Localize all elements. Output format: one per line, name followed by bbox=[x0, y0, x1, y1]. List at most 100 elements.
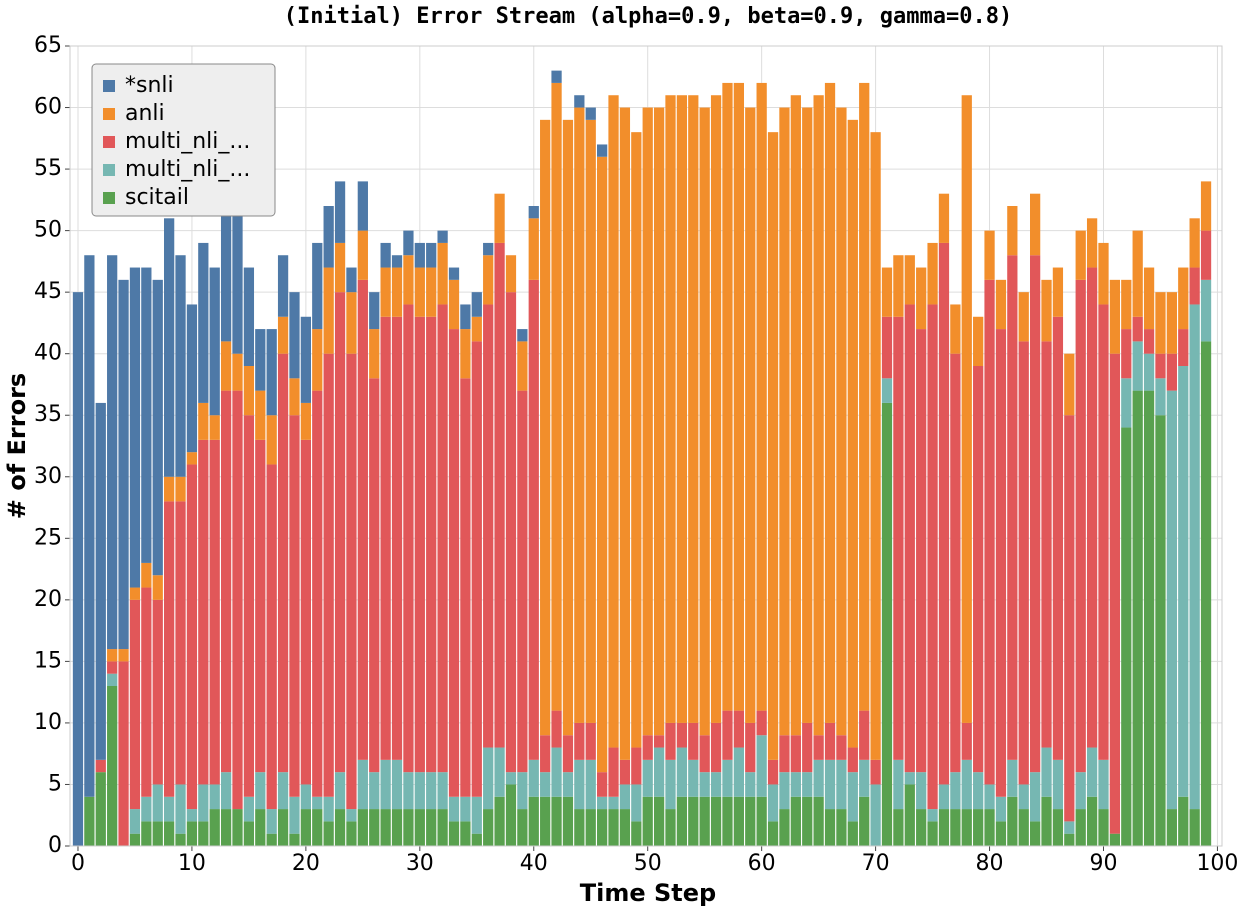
bar-segment bbox=[665, 95, 676, 723]
bar-segment bbox=[426, 316, 437, 773]
bar-segment bbox=[334, 242, 346, 293]
bar-segment bbox=[802, 772, 813, 797]
bar-segment bbox=[653, 735, 665, 748]
bar-segment bbox=[859, 82, 870, 711]
bar-segment bbox=[767, 132, 779, 760]
bar-segment bbox=[107, 649, 118, 662]
bar-segment bbox=[1166, 809, 1177, 846]
bar-segment bbox=[642, 796, 653, 846]
bar-segment bbox=[312, 390, 323, 797]
bar-segment bbox=[1007, 206, 1018, 256]
bar-segment bbox=[232, 206, 243, 354]
bar-segment bbox=[152, 599, 163, 785]
bar-segment bbox=[836, 735, 847, 760]
bar-segment bbox=[608, 747, 619, 797]
bar-segment bbox=[631, 132, 642, 748]
bar-segment bbox=[722, 82, 733, 711]
bar-segment bbox=[346, 267, 357, 293]
bar-segment bbox=[540, 796, 551, 846]
bar-segment bbox=[1109, 279, 1121, 354]
bar-segment bbox=[494, 747, 505, 797]
bar-segment bbox=[836, 759, 847, 810]
bar-segment bbox=[1132, 316, 1143, 342]
bar-segment bbox=[1143, 390, 1155, 846]
bar-segment bbox=[665, 809, 676, 846]
bar-segment bbox=[141, 587, 152, 797]
bar-segment bbox=[745, 722, 756, 773]
x-tick-label: 80 bbox=[976, 851, 1004, 876]
bar-segment bbox=[1178, 267, 1189, 330]
legend-label: multi_nli_... bbox=[125, 129, 250, 154]
legend-label: scitail bbox=[125, 185, 189, 210]
bar-segment bbox=[403, 304, 414, 773]
bar-segment bbox=[1086, 218, 1098, 268]
bar-segment bbox=[699, 735, 710, 773]
bar-segment bbox=[95, 759, 106, 773]
bar-segment bbox=[346, 809, 357, 822]
chart-title: (Initial) Error Stream (alpha=0.9, beta=… bbox=[284, 4, 1012, 29]
bar-segment bbox=[483, 255, 494, 305]
bar-segment bbox=[1178, 366, 1189, 797]
bar-segment bbox=[220, 809, 232, 846]
bar-segment bbox=[608, 95, 619, 748]
x-tick-label: 0 bbox=[71, 851, 85, 876]
bar-segment bbox=[733, 82, 744, 711]
bar-segment bbox=[448, 821, 460, 846]
bar-segment bbox=[505, 292, 517, 773]
bar-segment bbox=[232, 390, 243, 810]
bar-segment bbox=[1052, 316, 1064, 760]
bar-segment bbox=[505, 772, 517, 785]
bar-segment bbox=[391, 255, 403, 268]
bar-segment bbox=[129, 833, 141, 846]
bar-segment bbox=[995, 329, 1007, 797]
bar-segment bbox=[1075, 809, 1086, 846]
bar-segment bbox=[847, 747, 858, 773]
bar-segment bbox=[175, 833, 186, 846]
bar-segment bbox=[357, 809, 368, 846]
x-tick-label: 10 bbox=[178, 851, 206, 876]
bar-segment bbox=[710, 722, 722, 773]
bar-segment bbox=[870, 784, 881, 846]
y-tick-label: 40 bbox=[34, 341, 62, 366]
bar-segment bbox=[312, 242, 323, 330]
bar-segment bbox=[881, 378, 893, 403]
bar-segment bbox=[528, 218, 539, 280]
bar-segment bbox=[961, 759, 972, 810]
bar-segment bbox=[836, 107, 847, 736]
bar-segment bbox=[562, 772, 574, 797]
bar-segment bbox=[277, 316, 289, 354]
bar-segment bbox=[1041, 747, 1052, 797]
bar-segment bbox=[653, 107, 665, 736]
bar-segment bbox=[232, 353, 243, 391]
bar-segment bbox=[403, 809, 414, 846]
bar-segment bbox=[528, 759, 539, 797]
bar-segment bbox=[904, 784, 915, 846]
bar-segment bbox=[961, 722, 972, 760]
bar-segment bbox=[243, 366, 255, 416]
bar-segment bbox=[1132, 390, 1143, 846]
bar-segment bbox=[950, 304, 961, 354]
bar-segment bbox=[460, 304, 471, 330]
bar-segment bbox=[266, 833, 277, 846]
bar-segment bbox=[790, 95, 801, 736]
bar-segment bbox=[255, 439, 266, 773]
bar-segment bbox=[277, 772, 289, 810]
bar-segment bbox=[927, 821, 938, 846]
bar-segment bbox=[1166, 390, 1177, 810]
bar-segment bbox=[836, 809, 847, 846]
bar-segment bbox=[881, 267, 893, 317]
bar-segment bbox=[665, 759, 676, 810]
bar-segment bbox=[129, 267, 141, 588]
bar-segment bbox=[460, 378, 471, 797]
bar-segment bbox=[1143, 353, 1155, 391]
x-tick-label: 20 bbox=[292, 851, 320, 876]
bar-segment bbox=[289, 378, 300, 416]
bar-segment bbox=[631, 747, 642, 785]
bar-segment bbox=[870, 132, 881, 760]
bar-segment bbox=[973, 316, 984, 366]
bar-segment bbox=[995, 796, 1007, 822]
bar-segment bbox=[186, 464, 198, 810]
bar-segment bbox=[722, 759, 733, 797]
bar-segment bbox=[1155, 415, 1166, 846]
bar-segment bbox=[483, 747, 494, 810]
